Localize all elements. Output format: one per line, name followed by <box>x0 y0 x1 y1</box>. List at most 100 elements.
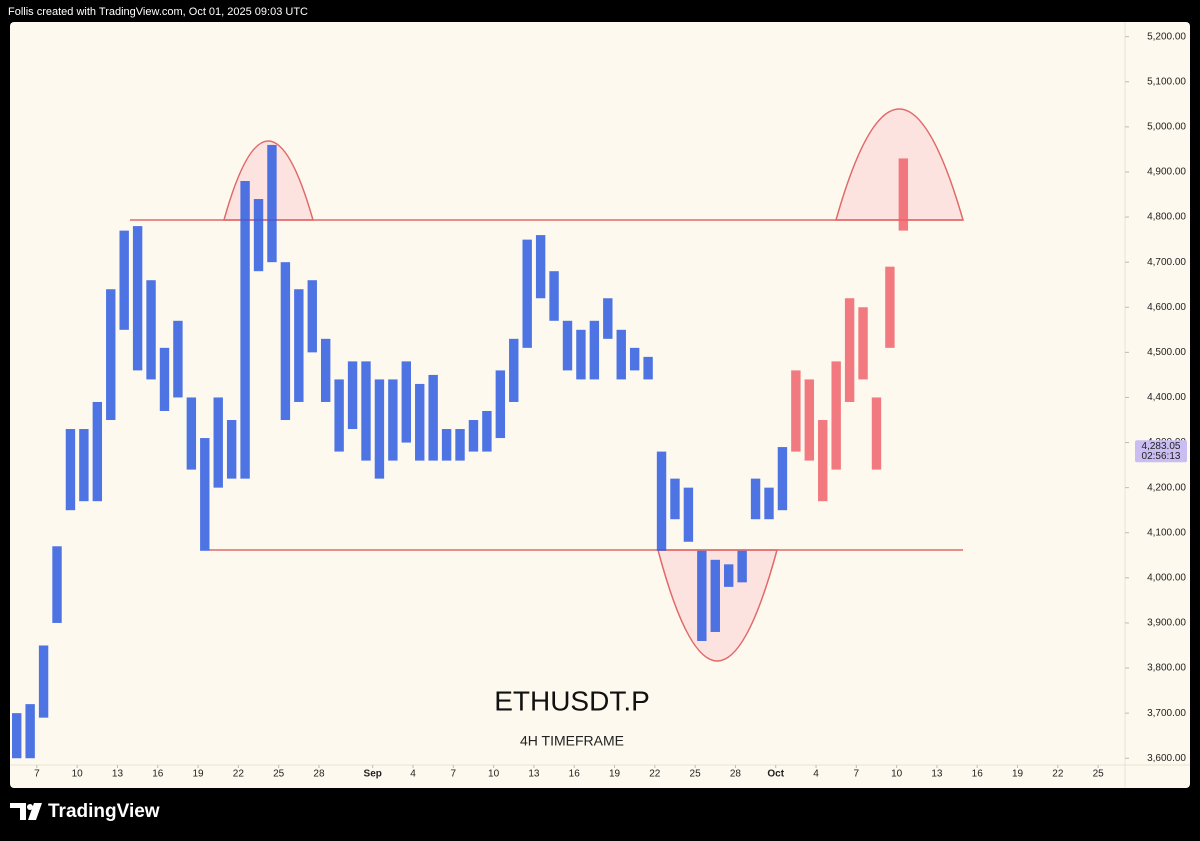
price-bar <box>52 546 62 623</box>
price-bar <box>361 361 371 461</box>
x-tick-label: 16 <box>972 769 984 780</box>
x-tick-label: 16 <box>152 769 164 780</box>
price-bar <box>522 239 532 348</box>
logo-mark <box>27 804 33 810</box>
x-tick-label: 25 <box>1093 769 1105 780</box>
x-tick-label: Oct <box>767 769 784 780</box>
price-bar <box>804 379 815 461</box>
price-bar <box>468 420 479 452</box>
x-tick-label: 19 <box>193 769 205 780</box>
y-tick-label: 5,100.00 <box>1147 76 1186 87</box>
price-bar <box>791 370 801 452</box>
brand: TradingView <box>48 801 160 822</box>
x-tick-label: 7 <box>854 769 860 780</box>
price-bar <box>858 307 868 380</box>
y-tick-label: 4,700.00 <box>1147 257 1186 268</box>
price-bar <box>226 420 237 479</box>
price-bar <box>347 361 358 430</box>
price-bar <box>267 144 277 263</box>
price-bar <box>146 280 156 380</box>
x-tick-label: 16 <box>569 769 581 780</box>
x-tick-label: 28 <box>730 769 742 780</box>
x-tick-label: 25 <box>690 769 702 780</box>
price-bar <box>898 158 909 231</box>
price-bar <box>643 356 653 380</box>
x-tick-label: 22 <box>1052 769 1064 780</box>
y-tick-label: 4,800.00 <box>1147 212 1186 223</box>
price-bar <box>710 559 720 632</box>
price-bar <box>307 280 317 353</box>
countdown-label: 02:56:13 <box>1142 451 1181 462</box>
price-bar <box>562 320 573 371</box>
y-tick-label: 3,600.00 <box>1147 753 1186 764</box>
price-bar <box>764 487 774 520</box>
price-bar <box>65 429 76 511</box>
price-bar <box>683 487 694 542</box>
x-tick-label: Sep <box>364 769 382 780</box>
x-tick-label: 22 <box>233 769 245 780</box>
x-tick-label: 28 <box>313 769 325 780</box>
y-tick-label: 5,200.00 <box>1147 31 1186 42</box>
price-bar <box>334 379 344 452</box>
price-bar <box>186 397 197 470</box>
price-bar <box>253 199 264 272</box>
header-text: Follis created with TradingView.com, Oct… <box>8 6 308 18</box>
price-bar <box>495 370 506 439</box>
x-tick-label: 13 <box>112 769 124 780</box>
logo-mark <box>10 803 26 820</box>
price-bar <box>38 645 49 718</box>
last-price-label: 4,283.05 <box>1142 441 1181 452</box>
price-bar <box>750 478 761 520</box>
price-bar <box>200 438 210 551</box>
price-bar <box>320 338 331 402</box>
x-tick-label: 10 <box>891 769 903 780</box>
price-bar <box>616 329 626 380</box>
price-bar <box>374 379 385 479</box>
price-bar <box>535 235 546 299</box>
chart-title: ETHUSDT.P <box>494 685 650 716</box>
price-bar <box>885 266 895 348</box>
y-tick-label: 3,700.00 <box>1147 708 1186 719</box>
price-bar <box>724 564 734 587</box>
x-tick-label: 7 <box>34 769 40 780</box>
price-bar <box>25 704 35 759</box>
x-tick-label: 7 <box>451 769 457 780</box>
price-bar <box>455 429 465 461</box>
y-tick-label: 4,100.00 <box>1147 527 1186 538</box>
price-bar <box>173 320 183 398</box>
x-tick-label: 22 <box>649 769 661 780</box>
price-bar <box>482 410 492 452</box>
price-bar <box>777 447 788 511</box>
logo <box>10 803 42 820</box>
chart-subtitle: 4H TIMEFRAME <box>520 733 624 749</box>
last-price-tag <box>1135 440 1187 463</box>
price-bar <box>509 338 519 402</box>
price-bar <box>737 550 747 583</box>
price-bar <box>576 329 586 380</box>
price-bar <box>294 289 304 402</box>
x-tick-label: 13 <box>931 769 943 780</box>
price-bar <box>818 420 828 502</box>
y-tick-label: 4,400.00 <box>1147 392 1186 403</box>
x-tick-label: 19 <box>609 769 621 780</box>
logo-mark <box>28 803 42 820</box>
price-bar <box>12 713 22 759</box>
marks <box>12 144 909 759</box>
x-tick-label: 10 <box>72 769 84 780</box>
price-bar <box>831 361 841 470</box>
price-bar <box>549 271 559 321</box>
price-bar <box>388 379 398 461</box>
price-bar <box>240 180 250 479</box>
price-bar <box>656 451 667 551</box>
y-tick-label: 3,800.00 <box>1147 663 1186 674</box>
price-bar <box>132 226 143 371</box>
x-tick-label: 4 <box>410 769 416 780</box>
price-bar <box>79 429 89 502</box>
price-bar <box>280 262 291 421</box>
price-bar <box>603 298 613 339</box>
price-bar <box>159 347 170 411</box>
price-bar <box>415 383 425 461</box>
price-bar <box>401 361 411 443</box>
price-bar <box>428 374 438 461</box>
